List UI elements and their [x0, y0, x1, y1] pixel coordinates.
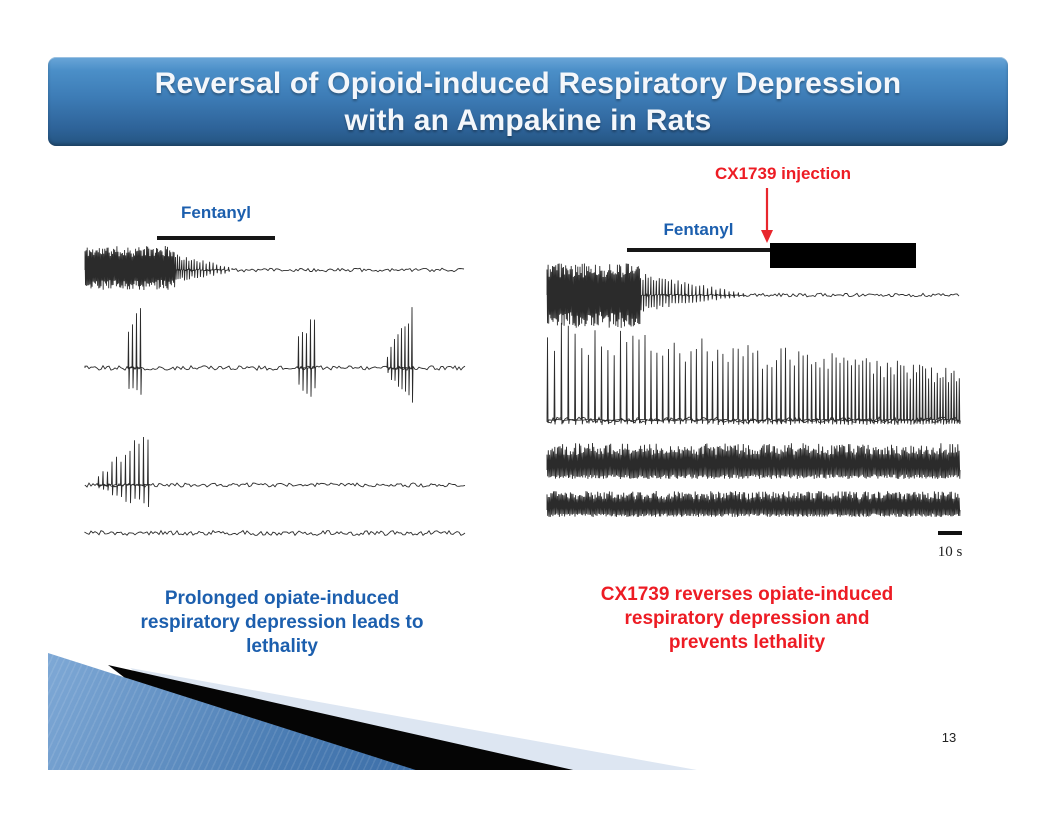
left-trace-recording [84, 245, 466, 537]
physiological-trace [546, 490, 961, 518]
title-banner: Reversal of Opioid-induced Respiratory D… [48, 57, 1008, 146]
physiological-trace [84, 436, 466, 508]
right-trace-recording [546, 263, 961, 518]
slide-theme-swoosh [48, 650, 728, 770]
cx1739-injection-label: CX1739 injection [714, 164, 852, 183]
physiological-trace [546, 322, 961, 425]
swoosh-blue-triangle [48, 653, 422, 770]
slide-title: Reversal of Opioid-induced Respiratory D… [154, 66, 902, 137]
fentanyl-duration-bar-left [157, 236, 275, 240]
right-caption: CX1739 reverses opiate-induced respirato… [600, 584, 894, 653]
left-caption: Prolonged opiate-induced respiratory dep… [140, 588, 424, 657]
injection-arrow-icon [761, 188, 773, 243]
physiological-trace [84, 307, 466, 403]
fentanyl-label-left: Fentanyl [181, 203, 251, 222]
fentanyl-duration-bar-right [627, 248, 770, 252]
cx1739-duration-bar [770, 243, 916, 268]
time-scale-label: 10 s [937, 544, 963, 560]
page-number: 13 [941, 730, 957, 745]
physiological-trace [84, 245, 465, 291]
swoosh-stripes-overlay [48, 653, 422, 770]
time-scale-bar [938, 531, 962, 535]
swoosh-black-triangle [108, 665, 582, 770]
physiological-trace [84, 529, 466, 537]
physiological-trace [546, 263, 960, 328]
swoosh-pale-triangle [130, 668, 708, 770]
physiological-trace [546, 442, 961, 480]
fentanyl-label-right: Fentanyl [663, 220, 734, 239]
